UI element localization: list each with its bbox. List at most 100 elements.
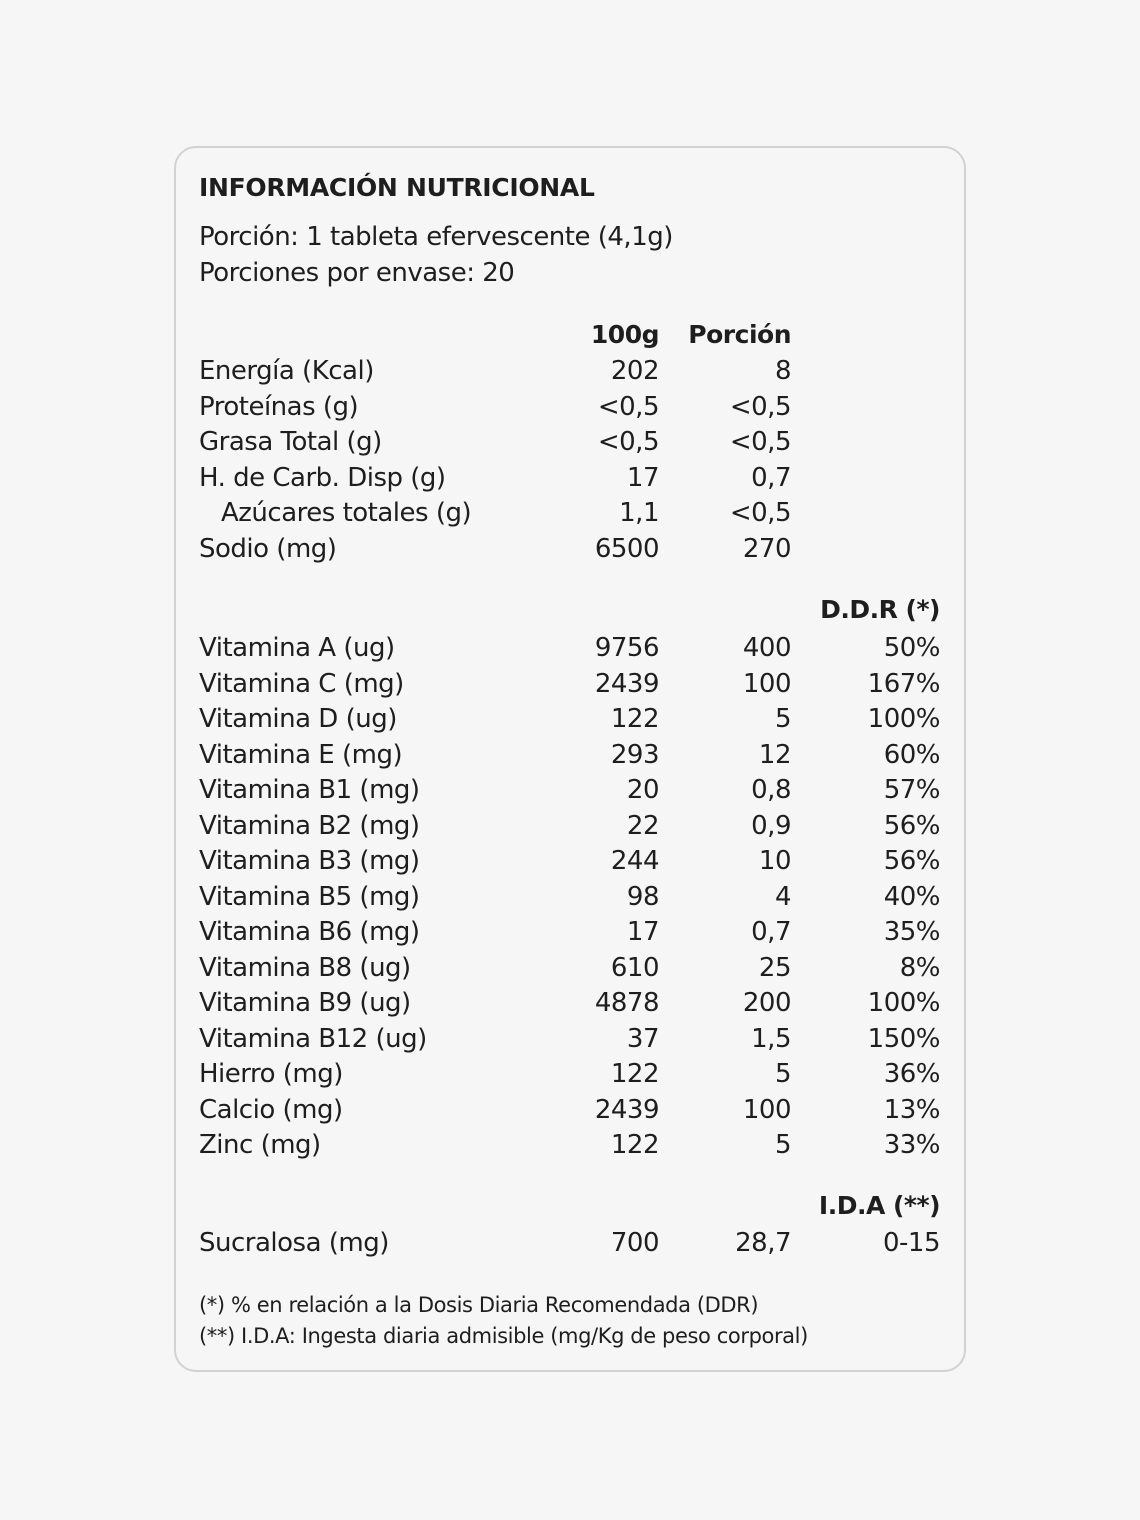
row-name: Vitamina B2 (mg) [199, 810, 420, 841]
row-per100: 20 [626, 775, 660, 805]
footnotes: (*) % en relación a la Dosis Diaria Reco… [199, 1290, 944, 1352]
row-name: Vitamina D (ug) [199, 704, 397, 734]
row-name: Grasa Total (g) [199, 427, 382, 457]
row-per100: 122 [610, 704, 660, 734]
row-name: Hierro (mg) [199, 1059, 343, 1089]
row-ddr: 56% [883, 810, 941, 841]
row-portion: 0,9 [751, 810, 791, 841]
table-row: Grasa Total (g) <0,5 <0,5 [199, 425, 944, 461]
table-row: Vitamina C (mg) 2439 100 167% [199, 667, 944, 703]
page-title: INFORMACIÓN NUTRICIONAL [199, 173, 595, 202]
row-ida: 0-15 [882, 1228, 941, 1258]
row-per100: 122 [610, 1130, 660, 1160]
table-row: Azúcares totales (g) 1,1 <0,5 [199, 496, 944, 532]
row-per100: 37 [626, 1023, 660, 1054]
row-portion: 5 [774, 1059, 792, 1089]
row-portion: <0,5 [729, 391, 792, 422]
serving-info: Porción: 1 tableta efervescente (4,1g) P… [199, 220, 944, 291]
table-row: Vitamina E (mg) 293 12 60% [199, 738, 944, 774]
row-ddr: 100% [867, 704, 941, 734]
row-name: H. de Carb. Disp (g) [199, 462, 446, 493]
row-portion: <0,5 [729, 427, 792, 457]
row-name: Calcio (mg) [199, 1094, 343, 1125]
row-name: Vitamina A (ug) [199, 633, 395, 663]
row-ddr: 100% [867, 988, 941, 1018]
row-per100: 98 [626, 881, 660, 912]
row-name: Azúcares totales (g) [221, 498, 472, 528]
row-ddr: 150% [867, 1023, 941, 1054]
row-name: Vitamina B3 (mg) [199, 846, 420, 876]
row-per100: 1,1 [619, 498, 659, 528]
row-ddr: 13% [883, 1094, 941, 1125]
table-row: Vitamina B6 (mg) 17 0,7 35% [199, 915, 944, 951]
table-row: Vitamina B8 (ug) 610 25 8% [199, 951, 944, 987]
vitamins-table: Vitamina A (ug) 9756 400 50% Vitamina C (mg)… [199, 631, 944, 1164]
row-per100: 22 [626, 810, 660, 841]
row-name: Proteínas (g) [199, 391, 359, 422]
row-per100: 17 [626, 917, 660, 947]
row-portion: 200 [742, 988, 792, 1018]
ddr-header: D.D.R (*) [199, 592, 944, 628]
row-portion: 100 [742, 1094, 792, 1125]
row-per100: 2439 [594, 668, 660, 699]
table-row: Energía (Kcal) 202 8 [199, 354, 944, 390]
row-per100: 202 [610, 356, 660, 386]
row-name: Sucralosa (mg) [199, 1228, 389, 1258]
row-ddr: 36% [883, 1059, 941, 1089]
row-ddr: 167% [867, 668, 941, 699]
row-portion: 100 [742, 668, 792, 699]
row-per100: 9756 [594, 633, 660, 663]
table-row: Hierro (mg) 122 5 36% [199, 1057, 944, 1093]
col-ida: I.D.A (**) [818, 1191, 941, 1220]
row-per100: 244 [610, 846, 660, 876]
row-per100: 6500 [594, 533, 660, 564]
row-per100: 293 [610, 739, 660, 770]
table-row: Sodio (mg) 6500 270 [199, 532, 944, 568]
row-per100: 17 [626, 462, 660, 493]
row-name: Energía (Kcal) [199, 356, 374, 386]
row-name: Vitamina C (mg) [199, 668, 404, 699]
row-portion: 0,8 [751, 775, 791, 805]
row-ddr: 35% [883, 917, 941, 947]
row-name: Vitamina B1 (mg) [199, 775, 420, 805]
row-ddr: 40% [883, 881, 941, 912]
col-ddr: D.D.R (*) [820, 595, 940, 624]
row-ddr: 60% [883, 739, 941, 770]
row-name: Vitamina B8 (ug) [199, 952, 411, 983]
nutrients-table: Energía (Kcal) 202 8 Proteínas (g) <0,5 <0,5 G… [199, 354, 944, 567]
row-per100: 122 [610, 1059, 660, 1089]
table-row: Zinc (mg) 122 5 33% [199, 1128, 944, 1164]
sweetener-row: Sucralosa (mg) 700 28,7 0-15 [199, 1226, 944, 1262]
row-ddr: 57% [883, 775, 941, 805]
ida-header: I.D.A (**) [199, 1188, 944, 1224]
footnote-ida: (**) I.D.A: Ingesta diaria admisible (mg… [199, 1324, 808, 1348]
table-row: Vitamina D (ug) 122 5 100% [199, 702, 944, 738]
row-portion: 4 [774, 881, 792, 912]
table-row: Vitamina B2 (mg) 22 0,9 56% [199, 809, 944, 845]
table-row: Calcio (mg) 2439 100 13% [199, 1093, 944, 1129]
row-portion: 5 [774, 704, 792, 734]
row-portion: 400 [742, 633, 792, 663]
table-row: Vitamina A (ug) 9756 400 50% [199, 631, 944, 667]
table-row: Vitamina B5 (mg) 98 4 40% [199, 880, 944, 916]
row-ddr: 50% [883, 633, 941, 663]
row-name: Vitamina B6 (mg) [199, 917, 420, 947]
row-per100: <0,5 [597, 427, 660, 457]
table-row: Vitamina B1 (mg) 20 0,8 57% [199, 773, 944, 809]
row-portion: 28,7 [735, 1228, 791, 1258]
row-per100: <0,5 [597, 391, 660, 422]
row-portion: <0,5 [729, 498, 792, 528]
row-name: Zinc (mg) [199, 1130, 321, 1160]
row-portion: 270 [742, 533, 792, 564]
col-portion: Porción [688, 320, 791, 349]
table-row: H. de Carb. Disp (g) 17 0,7 [199, 461, 944, 497]
table-row: Vitamina B12 (ug) 37 1,5 150% [199, 1022, 944, 1058]
row-per100: 4878 [594, 988, 660, 1018]
row-per100: 700 [610, 1228, 660, 1258]
row-ddr: 8% [899, 952, 941, 983]
nutrition-card [174, 146, 966, 1372]
row-portion: 0,7 [751, 462, 791, 493]
servings-per-container: Porciones por envase: 20 [199, 257, 515, 288]
footnote-ddr: (*) % en relación a la Dosis Diaria Reco… [199, 1293, 759, 1317]
row-name: Vitamina B9 (ug) [199, 988, 411, 1018]
